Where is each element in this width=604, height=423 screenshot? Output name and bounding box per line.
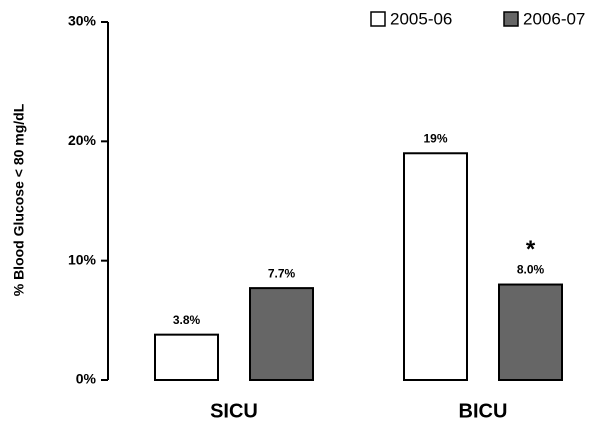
y-tick-label: 20% (68, 132, 97, 148)
bar (498, 283, 563, 381)
y-axis-label: % Blood Glucose < 80 mg/dL (11, 103, 27, 296)
value-label: 8.0% (517, 263, 545, 277)
bar (403, 152, 468, 381)
x-tick-label: BICU (459, 400, 508, 422)
bar (249, 287, 314, 382)
value-label: 7.7% (268, 266, 296, 280)
legend-swatch (370, 11, 386, 27)
y-tick-label: 30% (68, 13, 97, 29)
bar (154, 333, 219, 381)
value-label: 19% (423, 131, 447, 145)
y-tick-label: 0% (76, 371, 97, 387)
value-label: 3.8% (173, 313, 201, 327)
legend-label: 2005-06 (390, 9, 452, 28)
annotation: * (526, 236, 536, 263)
legend-label: 2006-07 (523, 9, 585, 28)
legend-swatch (503, 11, 519, 27)
x-tick-label: SICU (210, 400, 258, 422)
y-tick-label: 10% (68, 251, 97, 267)
